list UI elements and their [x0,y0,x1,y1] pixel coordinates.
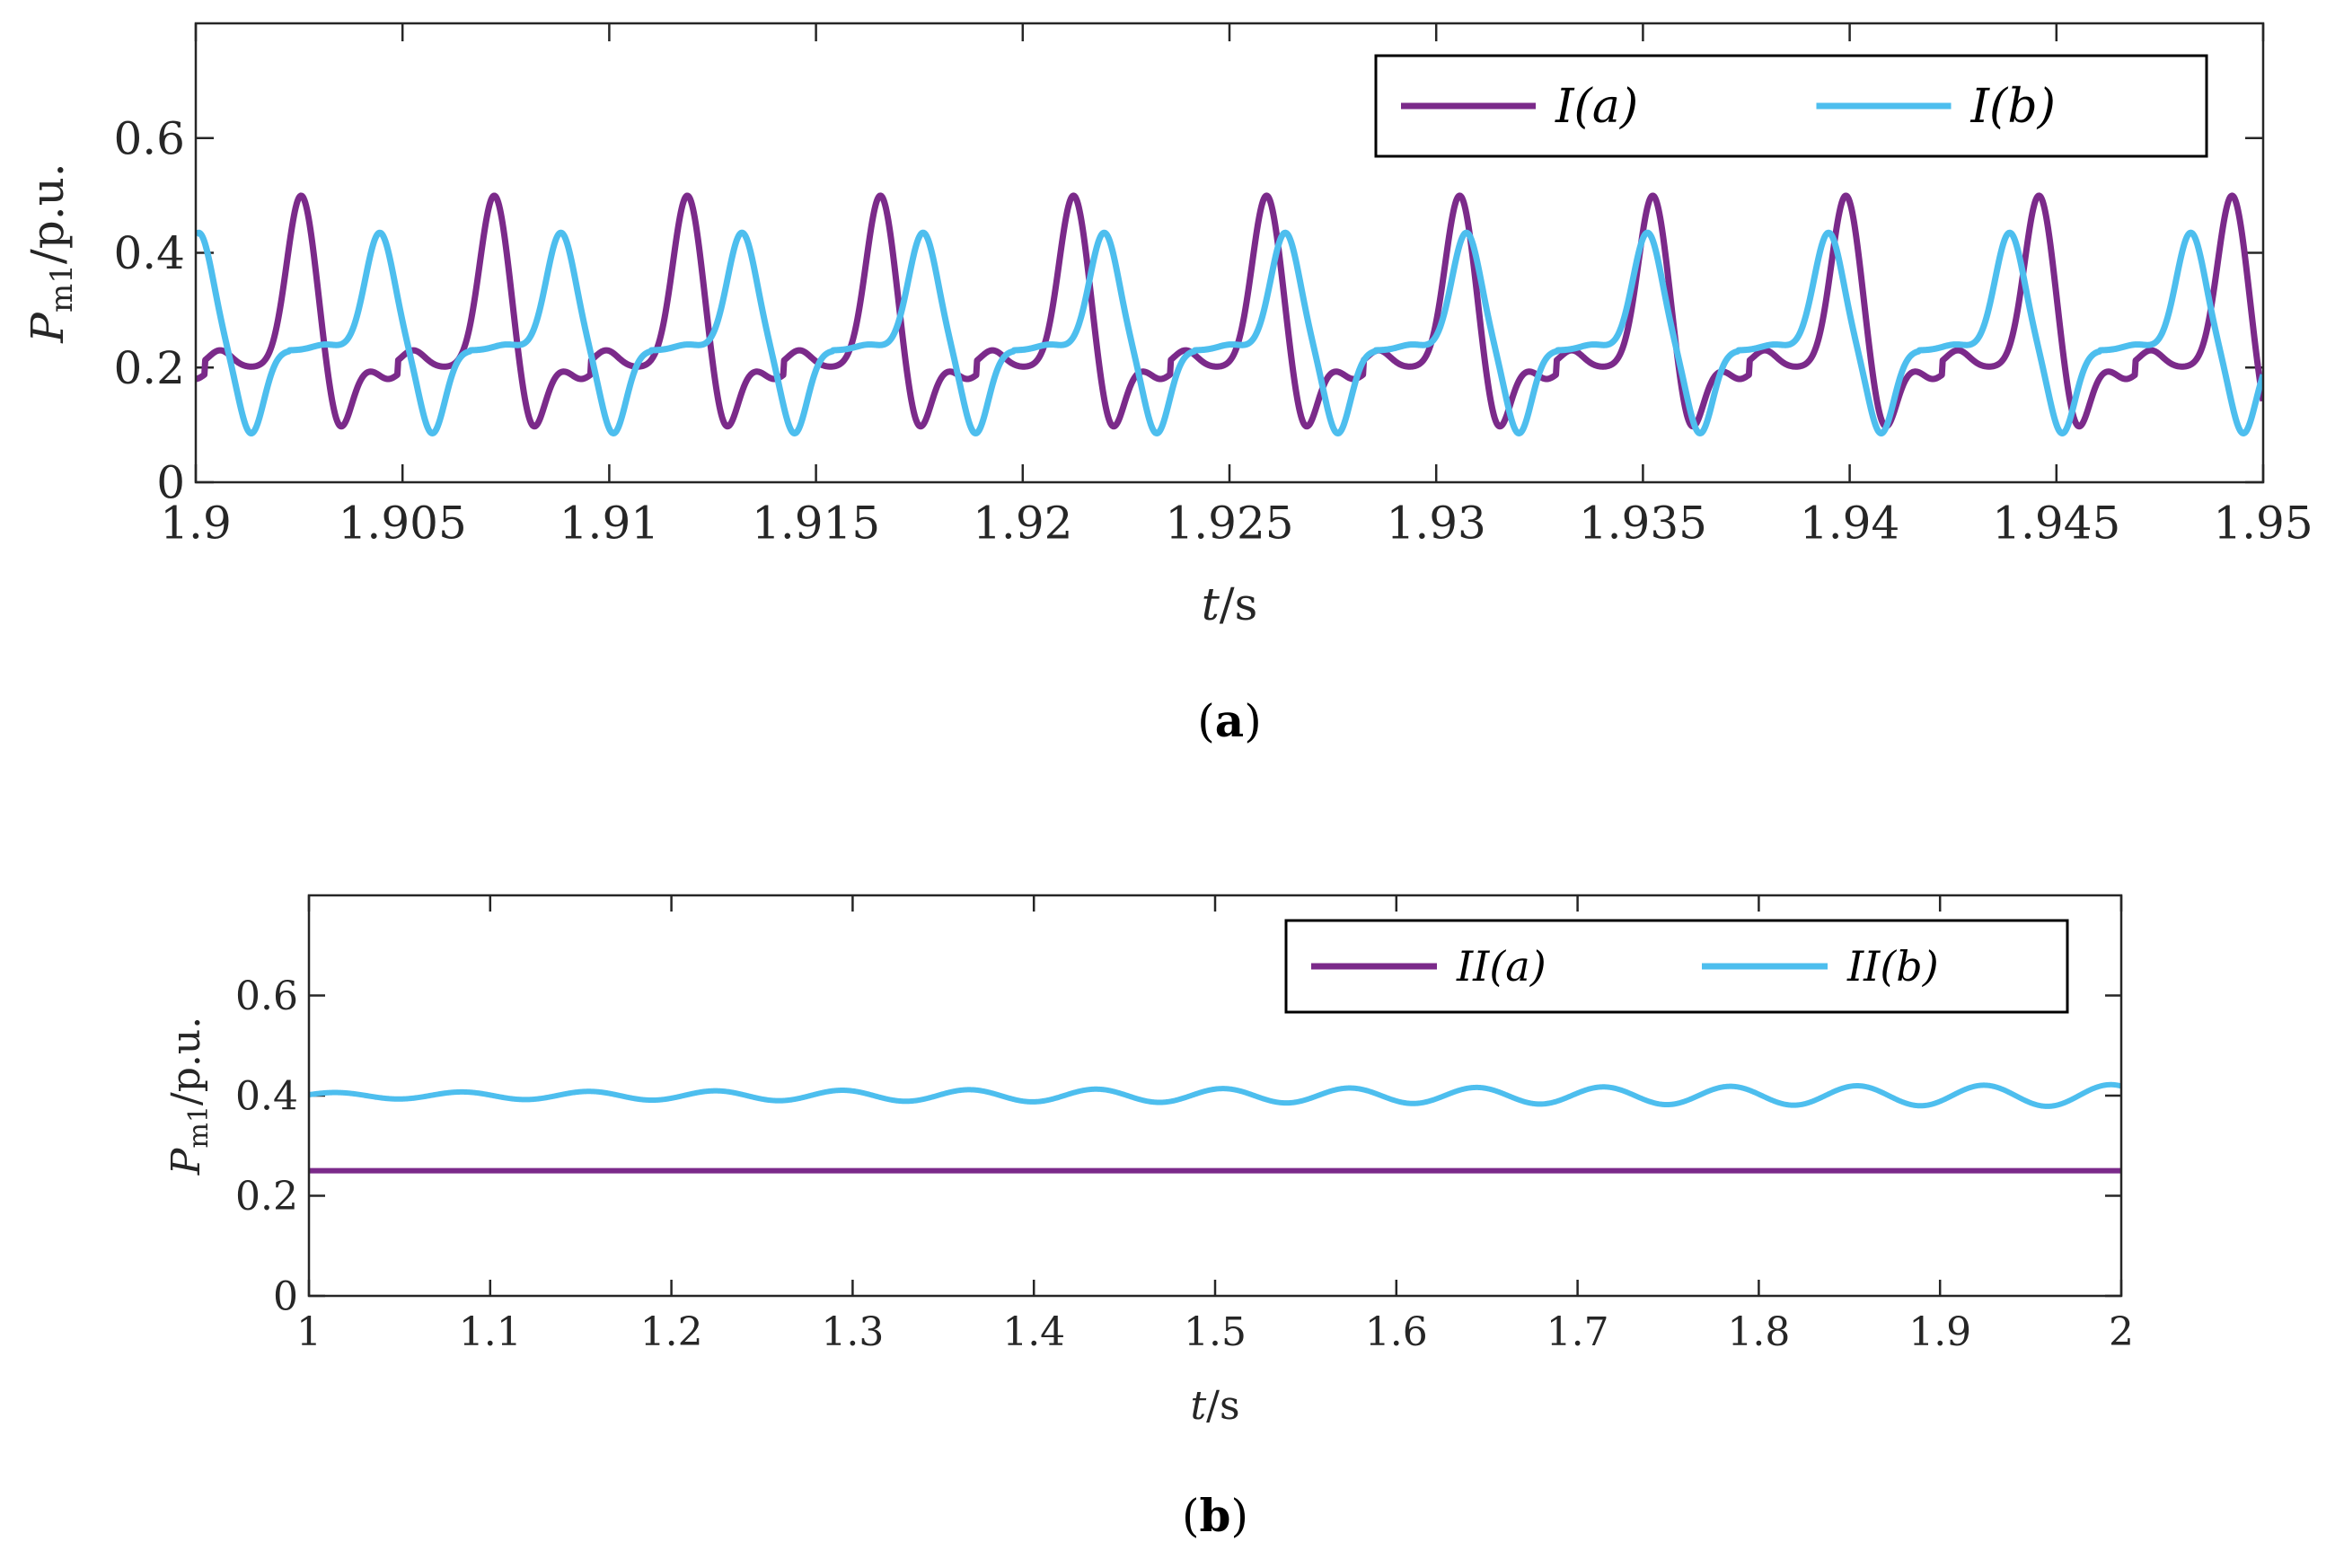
legend-box [1284,919,2069,1014]
y-axis-var-b: P [163,1147,209,1176]
y-axis-unit-a: /p.u. [22,163,74,264]
y-axis-var-a: P [22,312,74,344]
series-line-iib [309,1081,2121,1109]
plot-frame-b [307,894,2123,1298]
y-tick-label: 0.6 [235,973,298,1019]
x-tick-label: 2 [2109,1309,2134,1355]
x-axis-var-a: t [1202,578,1220,630]
y-axis-sub-b: m1 [183,1106,215,1149]
caption-letter-b: b [1200,1489,1231,1542]
legend-label: I(b) [1970,80,2056,134]
y-tick-label: 0 [273,1273,298,1319]
y-tick-label: 0.2 [235,1174,298,1220]
y-axis-unit-b: /p.u. [163,1017,209,1106]
tick-labels-a: 1.9 1.905 1.91 1.915 1.92 1.925 1.93 1.935 1.94 1… [113,112,2313,549]
series-lines-a [196,192,2263,437]
x-tick-label: 1.3 [821,1309,884,1355]
series-line-ib [196,229,2263,437]
x-tick-label: 1.9 [160,498,232,550]
y-tick-label: 0.4 [235,1073,298,1119]
x-tick-label: 1.8 [1727,1309,1790,1355]
x-tick-label: 1 [296,1309,322,1355]
plot-frame-a [194,22,2265,484]
series-line-ia [196,192,2263,430]
x-axis-unit-b: /s [1206,1383,1239,1429]
x-tick-label: 1.94 [1800,498,1899,550]
chart-panel-a: 1.9 1.905 1.91 1.915 1.92 1.925 1.93 1.935 1.94 1… [22,22,2313,747]
x-tick-label: 1.5 [1184,1309,1247,1355]
series-lines-b [309,1081,2121,1174]
x-tick-label: 1.4 [1002,1309,1065,1355]
x-tick-label: 1.95 [2213,498,2313,550]
legend-a: I(a) I(b) [1374,54,2208,158]
y-axis-label-b: Pm1/p.u. [163,1017,215,1176]
x-axis-label-a: t/s [1202,578,1258,630]
tick-labels-b: 1 1.1 1.2 1.3 1.4 1.5 1.6 1.7 1.8 1.9 2 0 0.2 0.4 0.6 [235,973,2134,1355]
y-tick-label: 0.6 [113,112,185,164]
x-tick-label: 1.6 [1365,1309,1428,1355]
legend-label: I(a) [1555,80,1638,134]
y-axis-label-a: Pm1/p.u. [22,163,80,343]
x-tick-label: 1.91 [560,498,659,550]
y-tick-label: 0 [156,457,185,509]
caption-letter-a: a [1215,694,1244,747]
legend-label: II(a) [1456,942,1546,991]
x-axis-label-b: t/s [1190,1383,1239,1429]
x-tick-label: 1.1 [459,1309,522,1355]
x-tick-label: 1.905 [339,498,467,550]
legend-b: II(a) II(b) [1284,919,2069,1014]
caption-a: (a) [1197,694,1261,747]
x-tick-label: 1.93 [1387,498,1486,550]
x-tick-label: 1.945 [1992,498,2120,550]
x-tick-label: 1.2 [640,1309,703,1355]
y-tick-label: 0.4 [113,227,185,279]
y-tick-label: 0.2 [113,342,185,394]
x-tick-label: 1.9 [1908,1309,1971,1355]
legend-label: II(b) [1846,942,1939,991]
y-axis-sub-a: m1 [44,264,80,313]
x-tick-label: 1.92 [973,498,1072,550]
x-axis-var-b: t [1190,1383,1206,1429]
x-tick-label: 1.7 [1546,1309,1609,1355]
chart-panel-b: 1 1.1 1.2 1.3 1.4 1.5 1.6 1.7 1.8 1.9 200.20.40.6 … [163,894,2134,1542]
x-tick-label: 1.915 [752,498,880,550]
x-tick-label: 1.925 [1165,498,1293,550]
x-axis-unit-a: /s [1220,578,1258,630]
x-tick-label: 1.935 [1579,498,1707,550]
caption-b: (b) [1182,1489,1248,1542]
